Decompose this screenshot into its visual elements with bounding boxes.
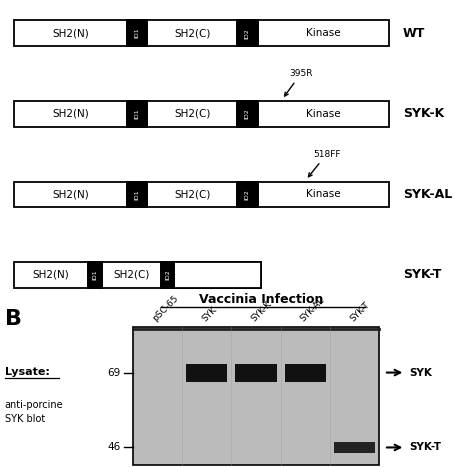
Bar [14, 101, 389, 127]
Text: ID2: ID2 [245, 189, 250, 200]
Bar [127, 101, 147, 127]
Text: Kinase: Kinase [306, 28, 340, 38]
Text: SH2(C): SH2(C) [174, 109, 210, 119]
Text: Kinase: Kinase [306, 189, 340, 200]
Text: SYK blot: SYK blot [5, 414, 45, 425]
Bar [235, 364, 277, 382]
Text: ID1: ID1 [134, 28, 139, 38]
Bar [284, 364, 326, 382]
Bar [127, 182, 147, 207]
Bar [186, 364, 228, 382]
Bar [161, 262, 174, 288]
Text: SYK-K: SYK-K [250, 299, 273, 323]
Text: ID1: ID1 [92, 270, 98, 280]
Text: SYK-AL: SYK-AL [403, 188, 452, 201]
Bar [334, 442, 375, 453]
Text: WT: WT [403, 27, 425, 40]
Text: SYK-K: SYK-K [403, 107, 444, 120]
Bar [88, 262, 102, 288]
Text: SH2(N): SH2(N) [52, 189, 89, 200]
Bar [14, 20, 389, 46]
Bar [237, 182, 257, 207]
Text: ID1: ID1 [134, 109, 139, 119]
Text: SYK: SYK [409, 367, 432, 378]
Bar [127, 20, 147, 46]
Bar [174, 262, 261, 288]
Text: 395R: 395R [284, 69, 313, 96]
Text: ID2: ID2 [245, 28, 250, 38]
Bar [237, 20, 257, 46]
Text: SH2(N): SH2(N) [52, 28, 89, 38]
Text: SYK-T: SYK-T [403, 268, 441, 282]
Text: pSC-65: pSC-65 [151, 294, 180, 323]
Text: ID1: ID1 [134, 189, 139, 200]
Text: SYK-AL: SYK-AL [299, 296, 327, 323]
Text: SYK-T: SYK-T [409, 442, 441, 453]
Bar [133, 327, 379, 465]
Text: ID2: ID2 [245, 109, 250, 119]
Text: anti-porcine: anti-porcine [5, 400, 64, 410]
Text: SH2(C): SH2(C) [174, 28, 210, 38]
Text: ID2: ID2 [165, 270, 170, 280]
Text: SH2(C): SH2(C) [113, 270, 149, 280]
Text: 69: 69 [108, 367, 121, 378]
Text: SYK: SYK [201, 305, 219, 323]
Text: SH2(N): SH2(N) [52, 109, 89, 119]
Text: Lysate:: Lysate: [5, 367, 50, 377]
Bar [237, 101, 257, 127]
Text: Kinase: Kinase [306, 109, 340, 119]
Text: SH2(C): SH2(C) [174, 189, 210, 200]
Text: Vaccinia Infection: Vaccinia Infection [199, 293, 323, 306]
Text: 46: 46 [108, 442, 121, 453]
Text: 518FF: 518FF [309, 150, 340, 177]
Text: B: B [5, 310, 22, 329]
Text: SH2(N): SH2(N) [33, 270, 70, 280]
Bar [14, 182, 389, 207]
Text: SYK-T: SYK-T [348, 300, 371, 323]
Bar [14, 262, 261, 288]
